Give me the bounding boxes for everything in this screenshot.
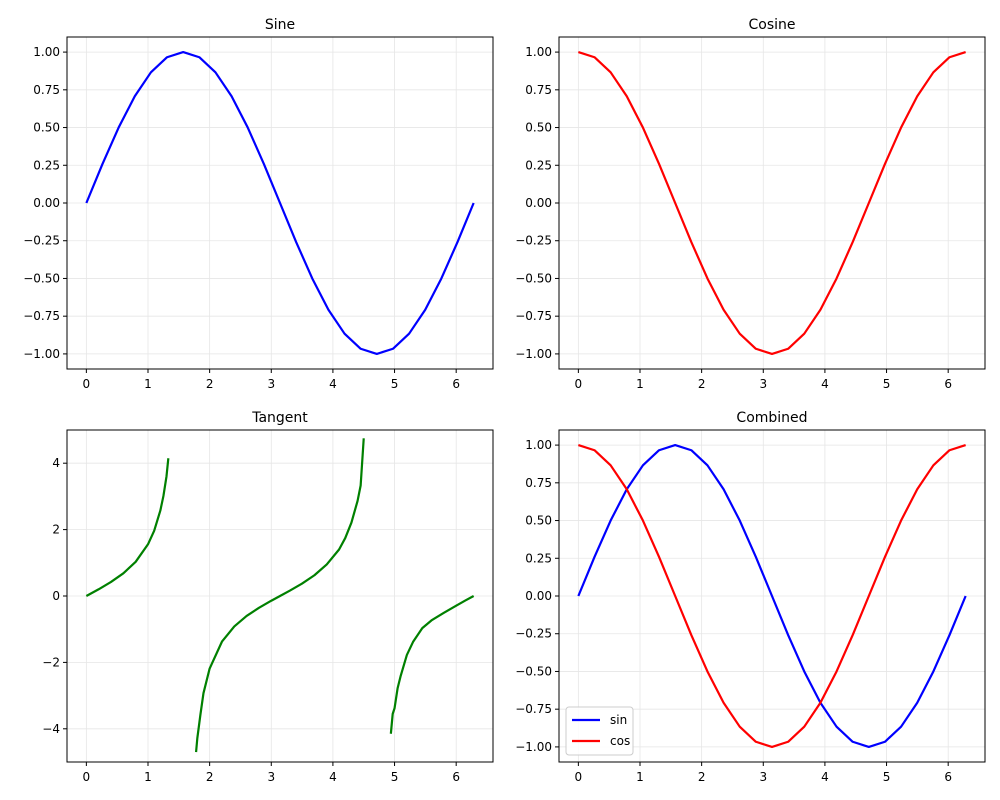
series-line-series-1-segment-3	[389, 595, 475, 734]
y-tick-label: 0	[52, 589, 60, 603]
series-line-series-1	[85, 50, 475, 356]
y-tick-label: −0.75	[515, 702, 552, 716]
y-tick-label: 2	[52, 523, 60, 537]
y-tick-label: 1.00	[33, 45, 60, 59]
chart-title: Combined	[736, 410, 807, 426]
y-tick-label: 0.75	[33, 83, 60, 97]
x-tick-label: 3	[267, 377, 275, 391]
y-tick-label: 0.25	[33, 158, 60, 172]
legend: sin cos	[565, 706, 634, 756]
y-tick-label: 0.75	[525, 476, 552, 490]
series-line-cos	[578, 444, 966, 749]
subplot-3: 0 1 2 3 4 5 6 −4 −2 0 2 4 Tangent	[42, 410, 494, 784]
x-tick-label: 5	[391, 377, 399, 391]
series-line-series-1	[578, 51, 966, 356]
subplot-1: 0 1 2 3 4 5 6 −1.00 −0.75 −0.50 −0.25 0.00 0.25 0.50 0…	[23, 17, 494, 391]
x-tick-label: 3	[267, 770, 275, 784]
y-tick-label: 0.00	[33, 196, 60, 210]
y-tick-label: −4	[42, 722, 60, 736]
x-tick-label: 0	[575, 770, 583, 784]
y-tick-label: −0.75	[515, 309, 552, 323]
y-tick-label: 1.00	[525, 45, 552, 59]
x-tick-label: 6	[452, 377, 460, 391]
x-tick-label: 1	[636, 377, 644, 391]
legend-label-sin: sin	[610, 713, 627, 727]
y-tick-label: −0.50	[515, 271, 552, 285]
y-tick-label: −0.25	[515, 234, 552, 248]
y-tick-label: 0.50	[525, 121, 552, 135]
y-tick-label: 0.25	[525, 158, 552, 172]
series-line-sin	[577, 443, 967, 749]
x-tick-label: 4	[821, 377, 829, 391]
y-tick-label: −0.50	[515, 664, 552, 678]
y-tick-label: −1.00	[515, 347, 552, 361]
subplot-2: 0 1 2 3 4 5 6 −1.00 −0.75 −0.50 −0.25 0.00 0.25 0.50 0…	[515, 17, 986, 391]
x-tick-label: 0	[575, 377, 583, 391]
y-tick-label: −1.00	[515, 740, 552, 754]
x-tick-label: 1	[636, 770, 644, 784]
x-tick-label: 3	[759, 770, 767, 784]
chart-title: Sine	[265, 17, 295, 33]
x-tick-label: 1	[144, 770, 152, 784]
x-tick-label: 5	[391, 770, 399, 784]
y-tick-label: 0.50	[33, 121, 60, 135]
y-tick-label: −0.25	[23, 234, 60, 248]
x-tick-label: 2	[698, 770, 706, 784]
y-tick-label: −1.00	[23, 347, 60, 361]
y-tick-label: 4	[52, 456, 60, 470]
y-tick-label: −0.75	[23, 309, 60, 323]
y-tick-label: 0.00	[525, 196, 552, 210]
x-tick-label: 6	[944, 770, 952, 784]
y-tick-label: 1.00	[525, 438, 552, 452]
x-tick-label: 4	[821, 770, 829, 784]
y-tick-label: 0.25	[525, 551, 552, 565]
x-tick-label: 4	[329, 770, 337, 784]
series-line-series-1-segment-2	[194, 438, 365, 753]
x-tick-label: 2	[206, 770, 214, 784]
y-tick-label: −2	[42, 655, 60, 669]
subplot-4: 0 1 2 3 4 5 6 −1.00 −0.75 −0.50 −0.25 0.00 0.25 0.50 0…	[515, 410, 986, 784]
x-tick-label: 6	[452, 770, 460, 784]
x-tick-label: 5	[883, 377, 891, 391]
chart-title: Cosine	[748, 17, 795, 33]
y-tick-label: 0.75	[525, 83, 552, 97]
x-tick-label: 0	[83, 770, 91, 784]
series-line-series-1-segment-1	[85, 458, 170, 597]
y-tick-label: 0.00	[525, 589, 552, 603]
x-tick-label: 2	[206, 377, 214, 391]
y-tick-label: −0.50	[23, 271, 60, 285]
x-tick-label: 2	[698, 377, 706, 391]
x-tick-label: 0	[83, 377, 91, 391]
x-tick-label: 3	[759, 377, 767, 391]
chart-title: Tangent	[251, 410, 308, 426]
y-tick-label: −0.25	[515, 627, 552, 641]
y-tick-label: 0.50	[525, 514, 552, 528]
legend-label-cos: cos	[610, 734, 630, 748]
x-tick-label: 4	[329, 377, 337, 391]
x-tick-label: 1	[144, 377, 152, 391]
x-tick-label: 6	[944, 377, 952, 391]
x-tick-label: 5	[883, 770, 891, 784]
